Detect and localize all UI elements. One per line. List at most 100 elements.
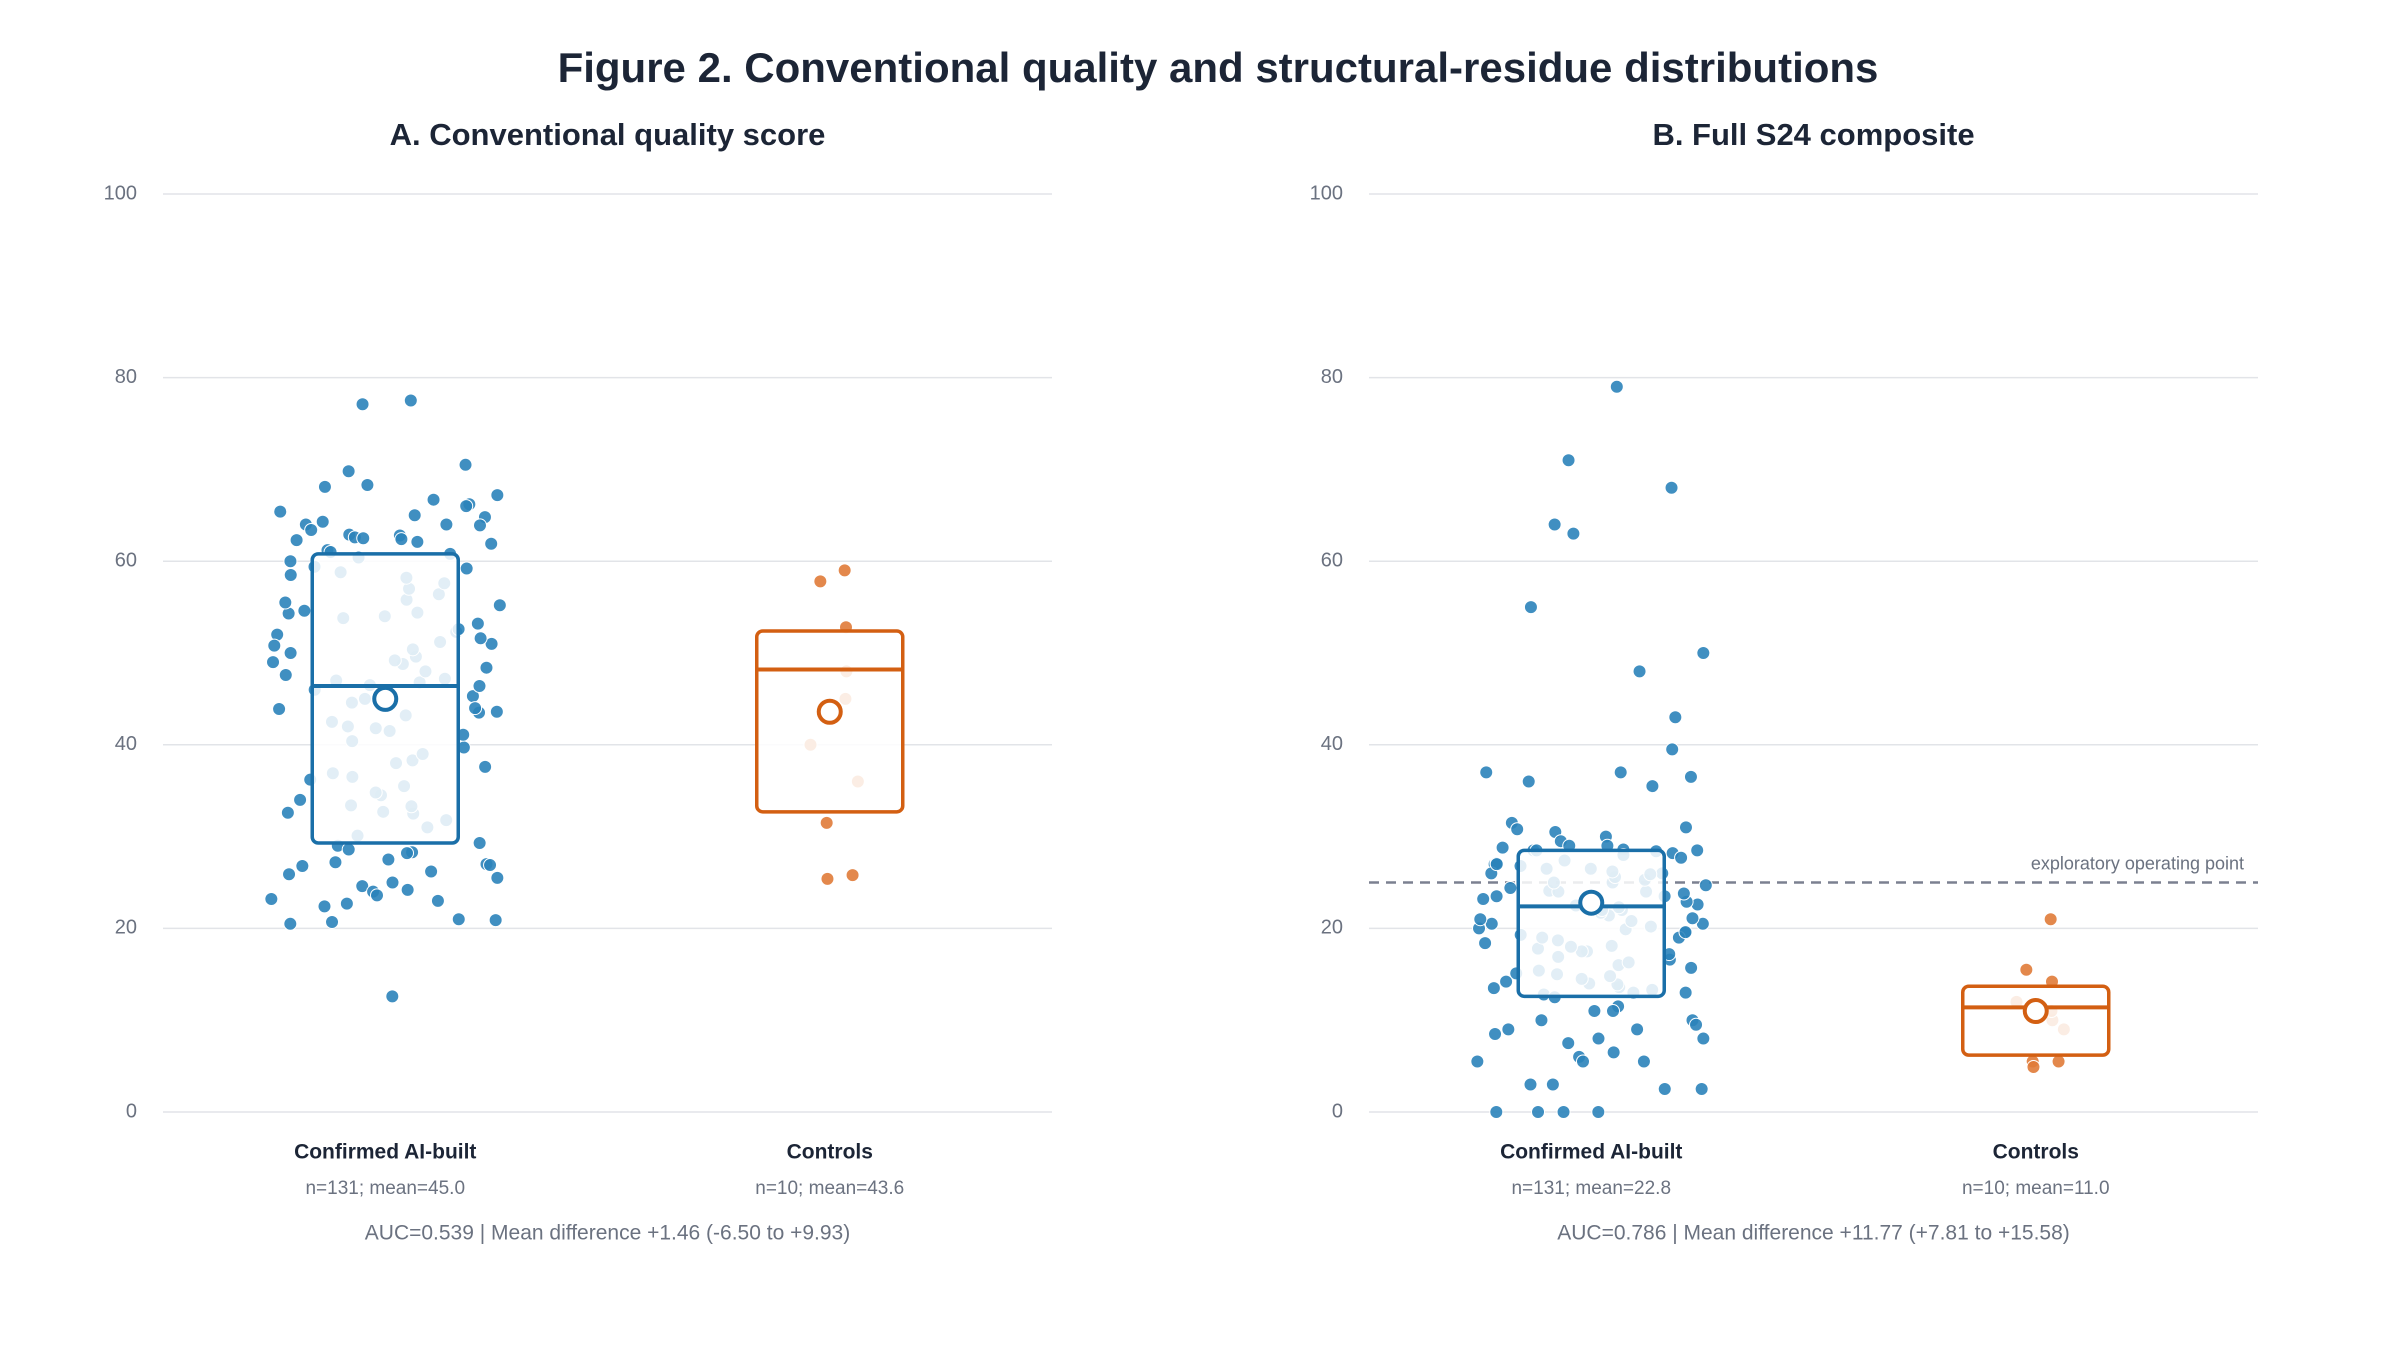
- y-tick-label: 100: [104, 182, 137, 204]
- point: [356, 531, 371, 546]
- point: [1473, 912, 1488, 927]
- point: [478, 759, 493, 774]
- point: [1696, 1031, 1711, 1046]
- point: [1591, 1031, 1606, 1046]
- point: [360, 478, 375, 493]
- point: [267, 638, 282, 653]
- point: [473, 631, 488, 646]
- y-tick-label: 40: [1321, 733, 1343, 755]
- point: [1678, 820, 1693, 835]
- point: [459, 499, 474, 514]
- mean-marker: [816, 698, 843, 725]
- point: [1665, 742, 1680, 757]
- point: [297, 603, 312, 618]
- point: [1587, 1004, 1602, 1019]
- category-label: Confirmed AI-built: [294, 1141, 476, 1164]
- point: [278, 668, 293, 683]
- point: [1591, 1105, 1606, 1119]
- point: [295, 858, 310, 873]
- point: [403, 393, 418, 408]
- point: [459, 561, 474, 576]
- point: [280, 805, 295, 820]
- point: [283, 554, 298, 569]
- point: [317, 899, 332, 914]
- point: [1698, 878, 1713, 893]
- point: [1479, 765, 1494, 780]
- y-tick-label: 60: [1321, 549, 1343, 571]
- point: [2019, 962, 2034, 977]
- point: [355, 397, 370, 412]
- point: [1523, 600, 1538, 615]
- mean-marker: [372, 685, 399, 712]
- point: [1561, 1036, 1576, 1051]
- point: [1630, 1022, 1645, 1037]
- group-stats: n=10; mean=11.0: [1962, 1178, 2110, 1199]
- point: [1696, 646, 1711, 660]
- point: [381, 852, 396, 867]
- point: [489, 704, 504, 719]
- point: [430, 893, 445, 908]
- point: [304, 522, 319, 537]
- category-label: Controls: [1993, 1141, 2079, 1164]
- point: [339, 896, 354, 911]
- panel-title: A. Conventional quality score: [390, 117, 826, 152]
- point: [1664, 480, 1679, 495]
- point: [1694, 1082, 1709, 1097]
- point: [490, 488, 505, 503]
- point: [400, 846, 415, 861]
- point: [1503, 881, 1518, 896]
- point: [293, 792, 308, 807]
- point: [1566, 526, 1581, 541]
- point: [2043, 912, 2058, 927]
- point: [264, 892, 279, 907]
- point: [1636, 1054, 1651, 1069]
- point: [341, 464, 356, 479]
- point: [1561, 453, 1576, 468]
- point: [1478, 936, 1493, 951]
- point: [472, 836, 487, 851]
- point: [1606, 1045, 1621, 1060]
- reference-label: exploratory operating point: [2031, 853, 2244, 873]
- point: [355, 879, 370, 894]
- category-label: Confirmed AI-built: [1500, 1141, 1682, 1164]
- point: [410, 534, 425, 549]
- point: [1534, 1013, 1549, 1028]
- y-tick-label: 80: [1321, 366, 1343, 388]
- mean-marker: [1578, 889, 1605, 916]
- point: [1678, 985, 1693, 1000]
- point: [813, 574, 828, 589]
- point: [458, 457, 473, 472]
- point: [820, 871, 835, 886]
- point: [439, 517, 454, 532]
- point: [845, 868, 860, 883]
- point: [1501, 1022, 1516, 1037]
- point: [1690, 843, 1705, 858]
- point: [1499, 974, 1514, 989]
- group-stats: n=131; mean=45.0: [305, 1178, 465, 1199]
- point: [325, 914, 340, 929]
- point: [1489, 1105, 1504, 1119]
- category-label: Controls: [787, 1141, 873, 1164]
- point: [328, 855, 343, 870]
- point: [1606, 1004, 1621, 1019]
- point: [272, 701, 287, 716]
- panel-note: AUC=0.539 | Mean difference +1.46 (-6.50…: [365, 1222, 850, 1245]
- point: [400, 882, 415, 897]
- point: [1674, 850, 1689, 865]
- point: [283, 646, 298, 660]
- point: [488, 913, 503, 928]
- point: [819, 815, 834, 830]
- point: [1683, 769, 1698, 784]
- point: [483, 858, 498, 873]
- point: [278, 595, 293, 610]
- point: [1489, 857, 1504, 872]
- point: [1523, 1077, 1538, 1092]
- y-tick-label: 40: [115, 733, 137, 755]
- point: [1676, 886, 1691, 901]
- point: [1489, 889, 1504, 904]
- point: [370, 888, 385, 903]
- point: [1531, 1105, 1546, 1119]
- point: [1668, 710, 1683, 725]
- point: [385, 989, 400, 1004]
